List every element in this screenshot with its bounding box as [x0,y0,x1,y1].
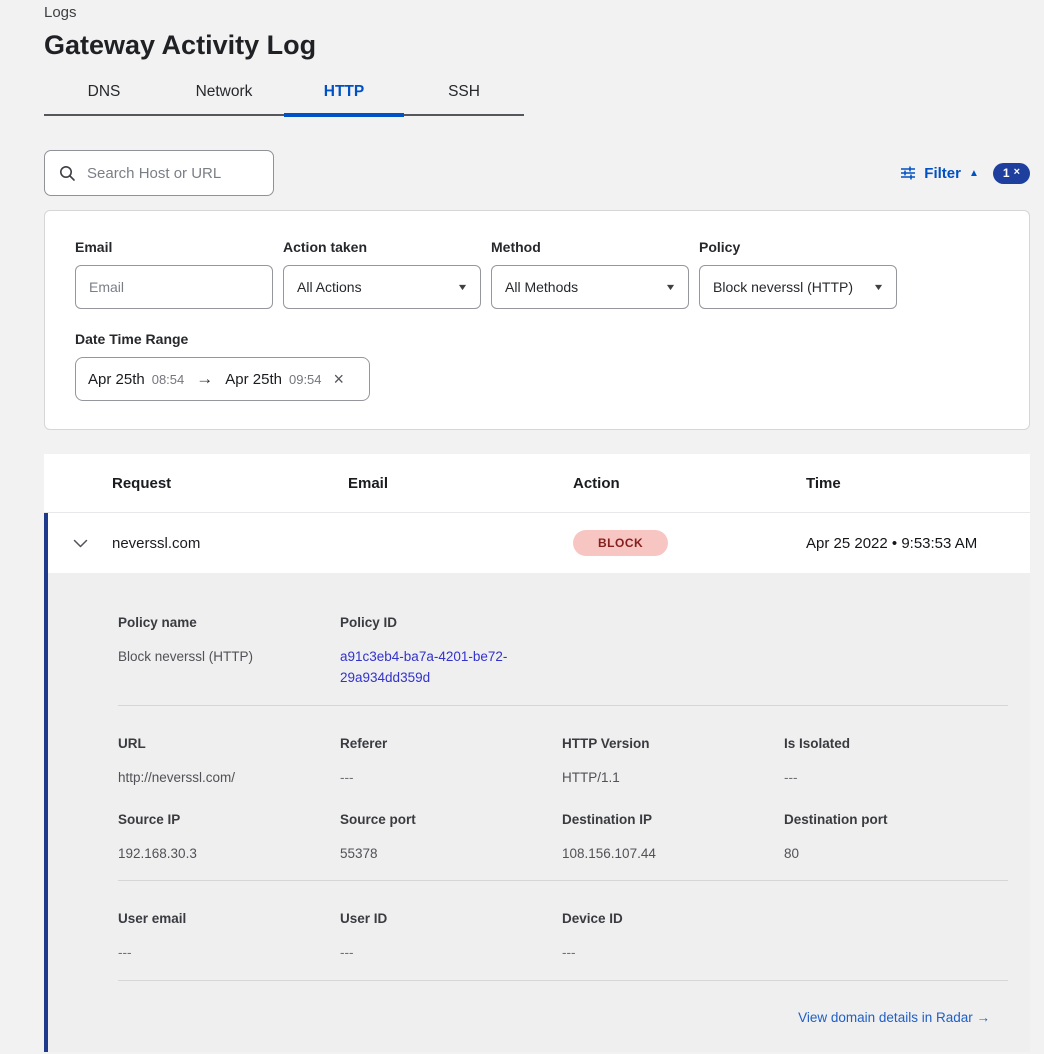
column-header-action: Action [573,474,620,492]
page-title: Gateway Activity Log [44,30,317,60]
filter-panel: Email Action taken All Actions ▼ Method … [44,210,1030,430]
row-action-cell: BLOCK [573,530,806,556]
search-box[interactable] [44,150,274,196]
detail-http-version: HTTP Version HTTP/1.1 [562,736,650,785]
tab-network[interactable]: Network [195,83,253,100]
filter-count: 1 [1002,165,1010,180]
date-range-field: Date Time Range Apr 25th 08:54 → Apr 25t… [75,331,999,401]
arrow-right-icon: → [976,1010,991,1025]
row-details-panel: Policy name Block neverssl (HTTP) Policy… [48,573,1030,1052]
user-section: User email --- User ID --- Device ID --- [118,909,1008,963]
detail-policy-id: Policy ID a91c3eb4-ba7a-4201-be72-29a934… [340,613,562,688]
detail-policy-name: Policy name Block neverssl (HTTP) [118,615,254,664]
activity-table: Request Email Action Time neverssl.com B… [44,454,1030,1052]
detail-user-id: User ID --- [340,911,388,960]
detail-user-email: User email --- [118,911,187,960]
tab-http[interactable]: HTTP [284,82,404,117]
tab-dns[interactable]: DNS [87,83,121,100]
filter-button[interactable]: Filter ▲ 1 × [900,162,1030,184]
detail-url: URL http://neverssl.com/ [118,736,236,785]
email-filter-input[interactable] [75,265,273,309]
method-label: Method [491,239,541,255]
date-range-label: Date Time Range [75,331,189,347]
column-header-time: Time [806,474,841,492]
filter-label: Filter [924,164,961,182]
breadcrumb: Logs [44,4,77,21]
action-taken-label: Action taken [283,239,368,255]
action-taken-field: Action taken All Actions ▼ [283,239,481,309]
chevron-down-icon: ▼ [872,282,885,292]
end-time: 09:54 [288,371,322,387]
policy-section: Policy name Block neverssl (HTTP) Policy… [118,613,1008,688]
policy-value: Block neverssl (HTTP) [713,279,854,295]
detail-source-port: Source port 55378 [340,812,416,861]
tab-ssh[interactable]: SSH [448,83,480,100]
divider [118,880,1008,881]
divider [118,705,1008,706]
policy-id-link[interactable]: a91c3eb4-ba7a-4201-be72-29a934dd359d [340,649,508,685]
detail-source-ip: Source IP 192.168.30.3 [118,812,197,861]
column-header-request: Request [112,474,172,492]
method-select[interactable]: All Methods ▼ [491,265,689,309]
row-time: Apr 25 2022 • 9:53:53 AM [806,534,978,552]
row-expand-toggle[interactable] [48,539,112,548]
search-input[interactable] [85,163,260,183]
http-section: URL http://neverssl.com/ Referer --- HTT… [118,734,1008,864]
table-header: Request Email Action Time [44,454,1030,513]
detail-is-isolated: Is Isolated --- [784,736,851,785]
end-date: Apr 25th [225,370,282,388]
chevron-down-icon: ▼ [664,282,677,292]
chevron-down-icon: ▼ [456,282,469,292]
filter-sliders-icon [901,166,916,180]
clear-filters-icon[interactable]: × [1013,166,1020,178]
email-filter-field: Email [75,239,273,309]
date-range-input[interactable]: Apr 25th 08:54 → Apr 25th 09:54 × [75,357,370,401]
start-time: 08:54 [151,371,185,387]
method-field: Method All Methods ▼ [491,239,689,309]
tab-bar: DNS Network HTTP SSH [44,82,524,117]
search-icon [60,166,75,181]
column-header-email: Email [348,474,389,492]
email-filter-label: Email [75,239,113,255]
policy-select[interactable]: Block neverssl (HTTP) ▼ [699,265,897,309]
collapse-caret-icon[interactable]: ▲ [968,167,979,179]
clear-date-range-icon[interactable]: × [333,369,345,389]
radar-link-row: View domain details in Radar → [118,1009,1008,1027]
divider [118,980,1008,981]
method-value: All Methods [505,279,579,295]
start-date: Apr 25th [88,370,145,388]
toolbar: Filter ▲ 1 × [44,150,1030,196]
chevron-down-icon [73,539,87,547]
filter-count-badge[interactable]: 1 × [992,162,1030,184]
radar-link[interactable]: View domain details in Radar → [798,1010,990,1025]
action-taken-value: All Actions [297,279,362,295]
policy-field: Policy Block neverssl (HTTP) ▼ [699,239,897,309]
policy-label: Policy [699,239,741,255]
table-row[interactable]: neverssl.com BLOCK Apr 25 2022 • 9:53:53… [48,513,1030,573]
page-content: Logs Gateway Activity Log DNS Network HT… [44,0,1030,1052]
expanded-row-container: neverssl.com BLOCK Apr 25 2022 • 9:53:53… [44,513,1030,1052]
arrow-right-icon: → [196,369,214,388]
detail-destination-ip: Destination IP 108.156.107.44 [562,812,656,861]
detail-device-id: Device ID --- [562,911,623,960]
detail-destination-port: Destination port 80 [784,812,888,861]
action-taken-select[interactable]: All Actions ▼ [283,265,481,309]
status-badge-block: BLOCK [573,530,669,556]
detail-referer: Referer --- [340,736,388,785]
row-request: neverssl.com [112,534,201,552]
filter-fields-row: Email Action taken All Actions ▼ Method … [75,239,999,309]
